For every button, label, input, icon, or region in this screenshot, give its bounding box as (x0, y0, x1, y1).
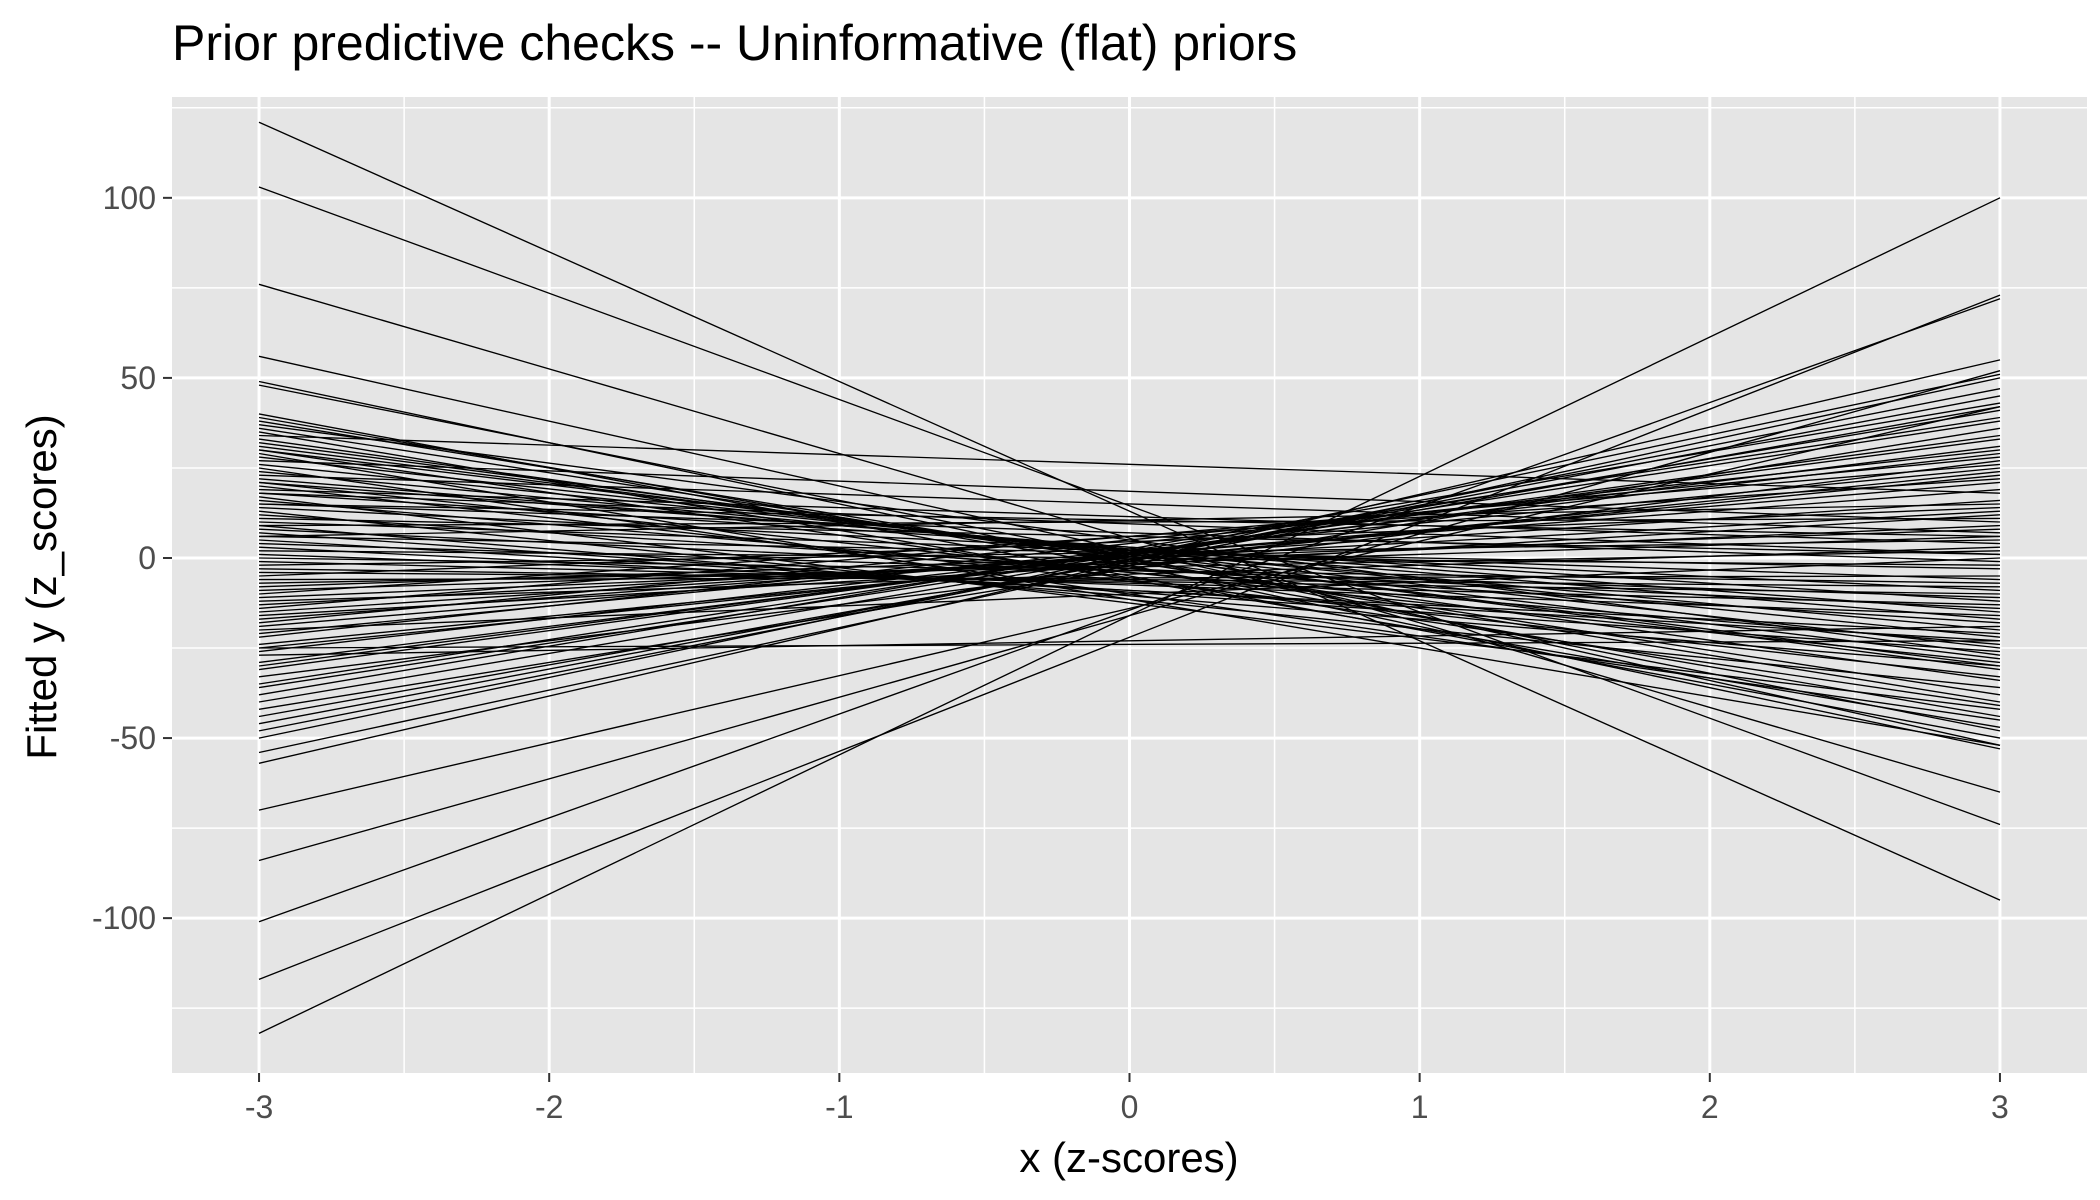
prior-draw-line-33 (258, 503, 2001, 563)
prior-draw-line-73 (258, 560, 2001, 606)
prior-draw-line-77 (258, 550, 2001, 584)
prior-draw-line-2 (258, 186, 2001, 826)
y-tick-label: 0 (138, 540, 156, 576)
prior-draw-line-61 (258, 298, 2001, 923)
y-axis: -100 -50 0 50 100 (92, 180, 172, 936)
prior-draw-line-63 (258, 197, 2001, 1035)
x-tick-label: 2 (1701, 1089, 1719, 1125)
x-axis-title: x (z-scores) (1019, 1134, 1238, 1181)
prior-draw-line-29 (258, 434, 2001, 494)
prior-draw-line-95 (258, 481, 2001, 664)
prior-draw-line-100 (258, 640, 2001, 649)
prior-draw-line-1 (258, 121, 2001, 901)
y-tick-label: 50 (120, 360, 156, 396)
prior-draw-line-32 (258, 488, 2001, 545)
x-tick-label: 0 (1121, 1089, 1139, 1125)
prior-draw-line-89 (258, 416, 2001, 685)
chart-title: Prior predictive checks -- Uninformative… (172, 15, 1297, 71)
prior-draw-line-79 (258, 524, 2001, 599)
prior-draw-line-71 (258, 546, 2001, 635)
prior-draw-line-67 (258, 510, 2001, 689)
prior-draw-line-87 (258, 445, 2001, 664)
prior-draw-line-72 (258, 553, 2001, 617)
x-tick-label: -2 (535, 1089, 563, 1125)
x-tick-label: 3 (1991, 1089, 2009, 1125)
prior-draw-line-3 (258, 283, 2001, 793)
y-tick-label: -50 (110, 720, 156, 756)
prior-draw-line-88 (258, 434, 2001, 671)
prior-draw-line-41 (258, 463, 2001, 610)
x-tick-label: 1 (1411, 1089, 1429, 1125)
prior-draw-line-31 (258, 474, 2001, 534)
x-tick-label: -1 (825, 1089, 853, 1125)
x-axis: -3 -2 -1 0 1 2 3 (245, 1073, 2009, 1125)
prior-draw-line-96 (258, 492, 2001, 556)
prior-draw-line-94 (258, 449, 2001, 707)
y-tick-label: 100 (103, 180, 156, 216)
prior-draw-line-85 (258, 474, 2001, 646)
prior-draw-line-74 (258, 568, 2001, 595)
prior-draw-line-93 (258, 431, 2001, 728)
prior-draw-line-20 (258, 492, 2001, 602)
y-axis-title: Fitted y (z_scores) (18, 414, 65, 759)
prior-draw-line-78 (258, 535, 2001, 592)
prior-draw-line-91 (258, 424, 2001, 656)
series-lines (258, 121, 2001, 1035)
prior-draw-line-62 (258, 294, 2001, 981)
y-tick-label: -100 (92, 900, 156, 936)
prior-draw-line-66 (258, 496, 2001, 710)
prior-draw-line-99 (258, 503, 2001, 538)
x-tick-label: -3 (245, 1089, 273, 1125)
prior-draw-line-57 (258, 377, 2001, 754)
prior-draw-line-80 (258, 510, 2001, 606)
prior-draw-line-98 (258, 517, 2001, 527)
